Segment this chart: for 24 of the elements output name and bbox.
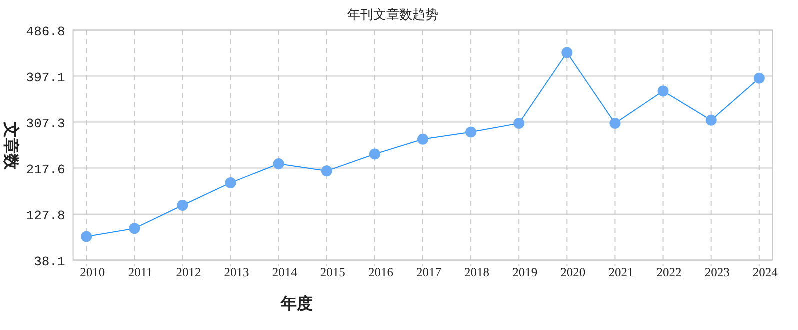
x-tick-label: 2022 — [656, 265, 682, 280]
x-tick-label: 2010 — [80, 265, 106, 280]
x-tick-label: 2016 — [368, 265, 394, 280]
x-tick-label: 2019 — [512, 265, 538, 280]
y-tick-label: 217.6 — [26, 162, 66, 178]
x-tick-label: 2012 — [176, 265, 202, 280]
x-tick-label: 2024 — [752, 265, 779, 280]
x-tick-label: 2023 — [704, 265, 730, 280]
x-tick-label: 2015 — [320, 265, 346, 280]
y-tick-label: 38.1 — [34, 254, 66, 270]
x-tick-label: 2013 — [224, 265, 250, 280]
y-tick-label: 486.8 — [26, 24, 66, 40]
y-axis-title: 文章数 — [2, 121, 21, 171]
y-tick-label: 127.8 — [26, 208, 66, 224]
x-tick-label: 2014 — [272, 265, 298, 280]
x-tick-label: 2011 — [128, 265, 153, 280]
y-tick-label: 397.1 — [26, 70, 66, 86]
chart-title: 年刊文章数趋势 — [348, 8, 438, 23]
x-tick-label: 2018 — [464, 265, 490, 280]
x-tick-label: 2021 — [608, 265, 634, 280]
x-axis-title: 年度 — [280, 294, 313, 313]
x-tick-label: 2017 — [416, 265, 442, 280]
y-tick-label: 307.3 — [26, 116, 66, 132]
x-tick-label: 2020 — [560, 265, 586, 280]
